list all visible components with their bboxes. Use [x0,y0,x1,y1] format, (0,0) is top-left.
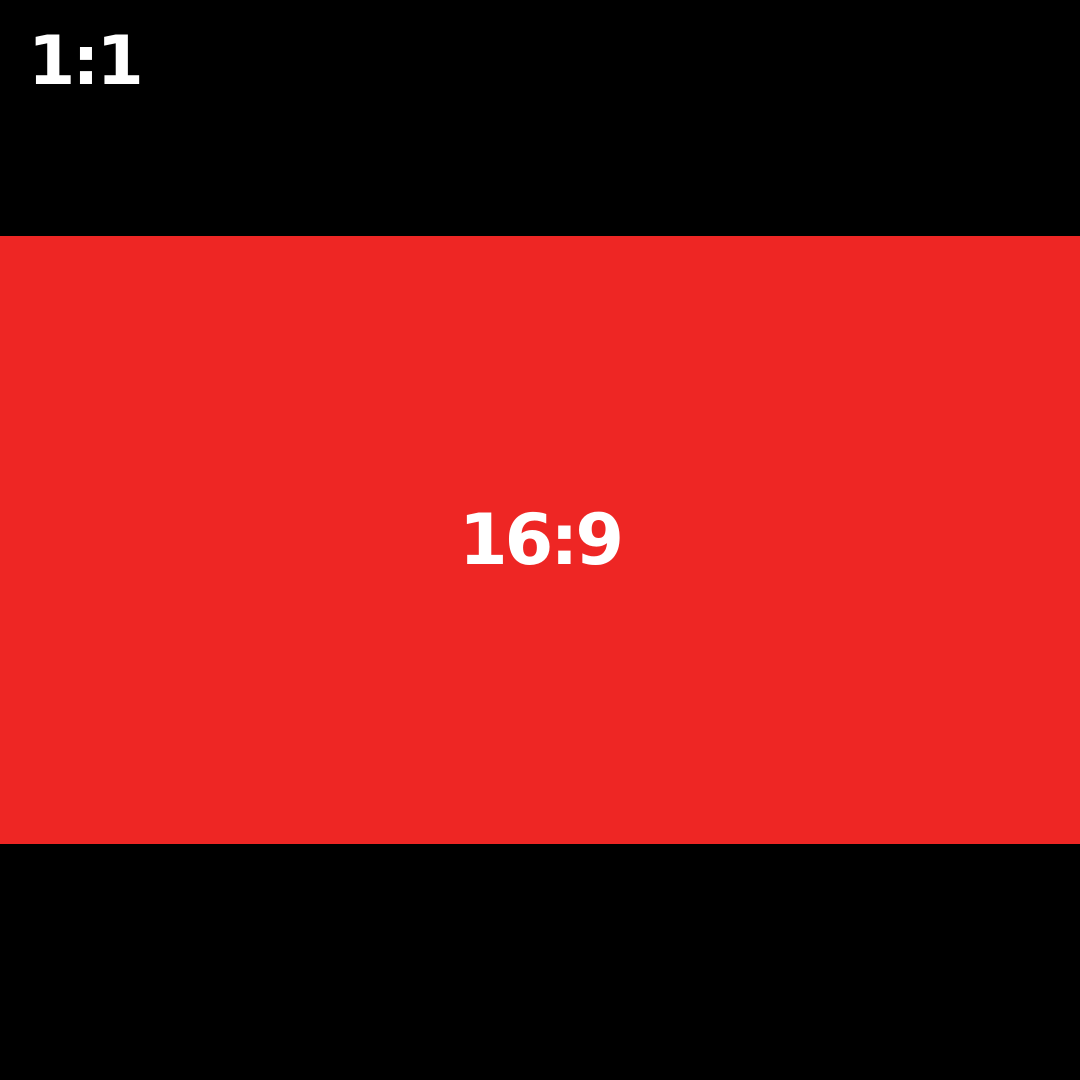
square-ratio-label: 1:1 [28,22,144,101]
widescreen-ratio-label: 16:9 [458,499,624,581]
widescreen-frame: 16:9 [0,236,1080,844]
